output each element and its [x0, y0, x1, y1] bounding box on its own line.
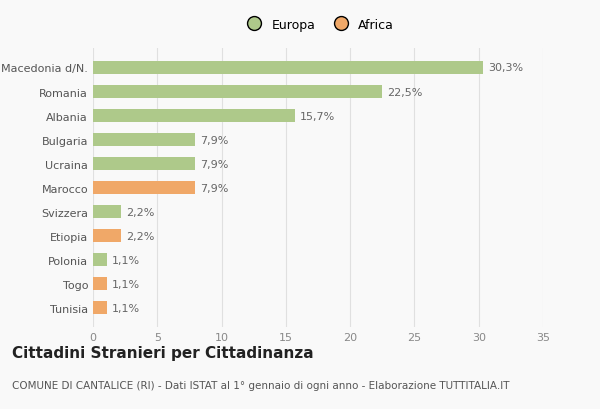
- Text: 22,5%: 22,5%: [388, 87, 423, 97]
- Text: 1,1%: 1,1%: [112, 255, 140, 265]
- Text: Cittadini Stranieri per Cittadinanza: Cittadini Stranieri per Cittadinanza: [12, 346, 314, 361]
- Text: 2,2%: 2,2%: [127, 207, 155, 217]
- Bar: [93, 277, 107, 290]
- Bar: [93, 110, 295, 123]
- Text: 15,7%: 15,7%: [300, 111, 335, 121]
- Text: 7,9%: 7,9%: [200, 183, 228, 193]
- Legend: Europa, Africa: Europa, Africa: [237, 13, 399, 36]
- Bar: [93, 182, 194, 195]
- Bar: [93, 254, 107, 267]
- Bar: [93, 62, 482, 75]
- Bar: [93, 205, 121, 219]
- Text: 30,3%: 30,3%: [488, 63, 523, 73]
- Text: COMUNE DI CANTALICE (RI) - Dati ISTAT al 1° gennaio di ogni anno - Elaborazione : COMUNE DI CANTALICE (RI) - Dati ISTAT al…: [12, 380, 509, 390]
- Text: 1,1%: 1,1%: [112, 279, 140, 289]
- Bar: [93, 134, 194, 147]
- Text: 1,1%: 1,1%: [112, 303, 140, 313]
- Bar: [93, 157, 194, 171]
- Bar: [93, 229, 121, 243]
- Text: 7,9%: 7,9%: [200, 159, 228, 169]
- Bar: [93, 301, 107, 315]
- Text: 2,2%: 2,2%: [127, 231, 155, 241]
- Bar: [93, 86, 382, 99]
- Text: 7,9%: 7,9%: [200, 135, 228, 145]
